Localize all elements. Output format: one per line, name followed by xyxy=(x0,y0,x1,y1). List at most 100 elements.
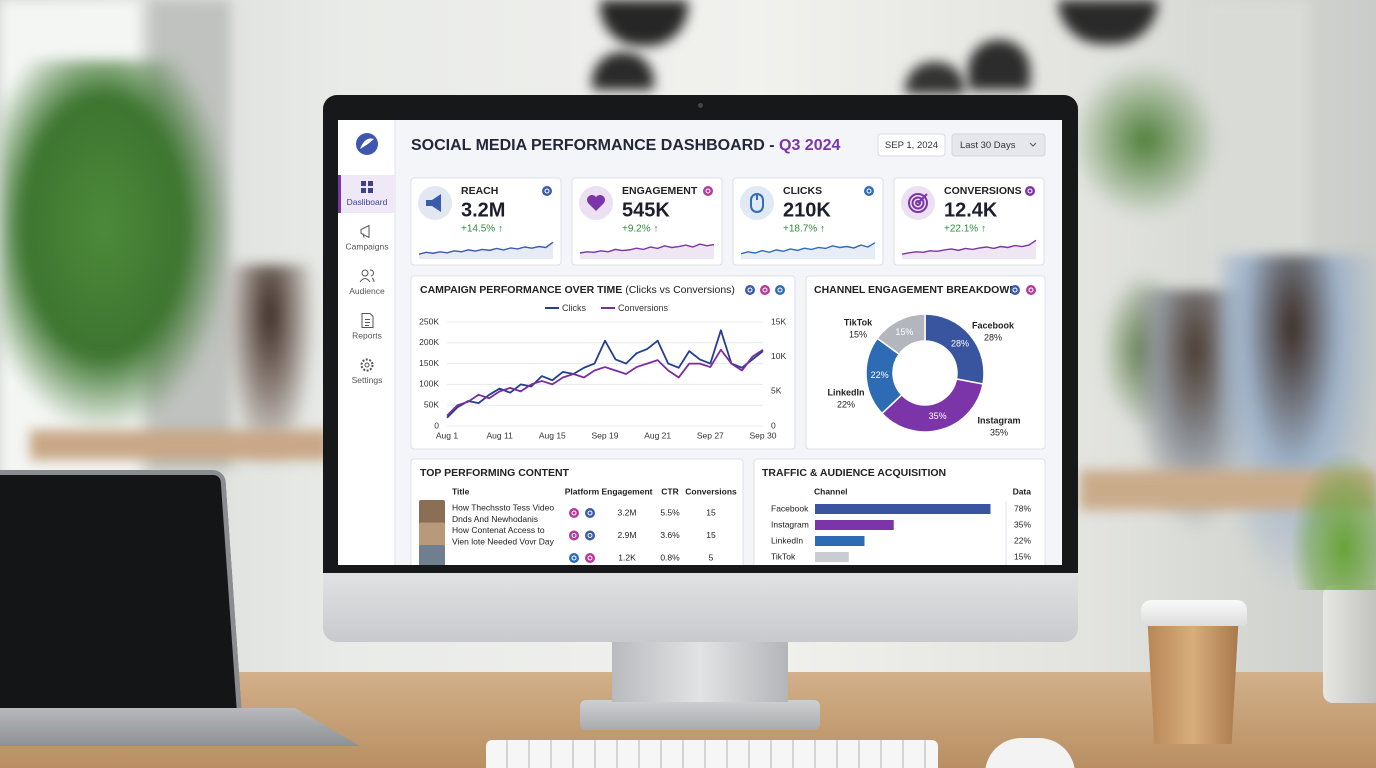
content-title[interactable]: Vien lote Needed Vovr Day xyxy=(452,536,555,546)
segment-label: 15% xyxy=(895,327,913,337)
kpi-label: CONVERSIONS xyxy=(944,185,1022,197)
nav-label[interactable]: Reports xyxy=(352,330,382,340)
legend-name: TikTok xyxy=(844,317,873,327)
nav: Dasliboard Campaigns Audience Reports Settin… xyxy=(338,175,395,385)
bar xyxy=(815,520,894,530)
icon-part xyxy=(361,269,369,277)
column-header: Conversions xyxy=(685,486,737,496)
platform-badge-mark xyxy=(587,533,593,538)
series-line xyxy=(446,329,764,419)
sparkline xyxy=(579,243,715,254)
nav-label[interactable]: Settings xyxy=(352,375,383,385)
panel-bg xyxy=(893,177,1045,266)
kpi-icon-bg xyxy=(740,186,774,220)
platform-badge-mark xyxy=(1012,287,1018,293)
pendant-lamp xyxy=(968,40,1030,90)
platform-badge xyxy=(1025,186,1035,196)
platform-badge xyxy=(864,186,874,196)
channel-label: Facebook xyxy=(771,503,809,513)
chart-title: CHANNEL ENGAGEMENT BREAKDOWN xyxy=(814,284,1017,296)
sparkline-area xyxy=(741,242,875,259)
laptop-screen xyxy=(0,470,243,728)
icon-part xyxy=(361,188,366,193)
sparkline-area xyxy=(902,240,1036,259)
cell: 1.2K xyxy=(618,552,636,562)
y2-tick-label: 0 xyxy=(771,420,776,430)
monitor-neck xyxy=(612,640,788,702)
x-tick-label: Aug 1 xyxy=(436,430,458,440)
cell: 5 xyxy=(709,552,714,562)
y-tick-label: 0 xyxy=(434,420,439,430)
cup-lid xyxy=(1141,600,1247,626)
platform-badge-mark xyxy=(571,555,577,561)
value-label: 78% xyxy=(1014,503,1031,513)
platform-badge-mark xyxy=(1028,287,1034,293)
logo-mark xyxy=(360,138,374,149)
nav-label[interactable]: Campaigns xyxy=(346,241,389,251)
content-title[interactable]: Dnds And Newhodanis xyxy=(452,514,538,524)
keyboard xyxy=(486,740,938,768)
kpi-value: 545K xyxy=(622,199,670,221)
sparkline xyxy=(418,241,554,255)
range[interactable]: Last 30 Days xyxy=(960,140,1016,151)
platform-badge-mark xyxy=(587,510,593,516)
channel-label: TikTok xyxy=(771,551,796,561)
chart-title-main: CAMPAIGN PERFORMANCE OVER TIME xyxy=(420,284,622,296)
title-main: SOCIAL MEDIA PERFORMANCE DASHBOARD - xyxy=(411,137,779,154)
range-select[interactable] xyxy=(951,133,1046,157)
content-title[interactable]: How Thechssto Tess Video xyxy=(452,502,554,512)
content-title[interactable]: How Contenat Access to xyxy=(452,525,545,535)
plant-pot xyxy=(1323,585,1376,703)
legend-name: Facebook xyxy=(972,320,1015,330)
monitor-chin xyxy=(323,565,1078,642)
panel-bg xyxy=(410,275,796,450)
cell: 5.5% xyxy=(660,507,680,517)
kpi-icon xyxy=(750,193,764,213)
legend-label: Clicks xyxy=(562,303,586,313)
camera xyxy=(698,103,703,108)
date[interactable]: SEP 1, 2024 xyxy=(885,140,938,151)
nav-active xyxy=(338,175,395,213)
segment-label: 35% xyxy=(929,411,947,421)
panel-bg xyxy=(410,177,562,266)
value-label: 15% xyxy=(1014,551,1031,561)
sparkline xyxy=(901,239,1037,255)
pendant-lamp xyxy=(592,52,654,90)
platform-badge-mark xyxy=(587,555,593,561)
thumbnail xyxy=(419,545,445,565)
icon-part xyxy=(908,193,928,213)
nav-label[interactable]: Audience xyxy=(349,286,385,296)
platform-badge xyxy=(760,285,770,295)
bar xyxy=(815,504,991,514)
platform-badge xyxy=(1026,285,1036,295)
kpi-label: REACH xyxy=(461,185,498,197)
platform-badge-mark xyxy=(705,188,711,194)
nav-active-bar xyxy=(338,175,341,213)
panel-title: TRAFFIC & AUDIENCE ACQUISITION xyxy=(762,467,946,479)
icon-part xyxy=(587,195,605,211)
legend-name: Instagram xyxy=(977,415,1020,425)
platform-badge-mark xyxy=(866,188,872,194)
y-tick-label: 150K xyxy=(419,358,439,368)
series-line xyxy=(446,348,764,417)
x-tick-label: Sep 30 xyxy=(750,430,777,440)
channel-label: LinkedIn xyxy=(771,535,803,545)
kpi-label: CLICKS xyxy=(783,185,822,197)
nav-label[interactable]: Dasliboard xyxy=(347,197,388,207)
donut-segment xyxy=(876,313,926,356)
thumbnail xyxy=(419,522,445,549)
platform-badge-mark xyxy=(1027,188,1033,194)
nav-icon xyxy=(361,313,374,328)
traffic-panel: TRAFFIC & AUDIENCE ACQUISITION Channel Dat… xyxy=(753,458,1046,565)
nav-icon xyxy=(361,181,373,193)
panel-bg xyxy=(732,177,884,266)
pendant-lamp xyxy=(1058,0,1158,44)
platform-badge-mark xyxy=(762,287,768,293)
icon-part xyxy=(360,224,370,239)
date-box[interactable] xyxy=(877,133,946,157)
platform-badge xyxy=(775,285,785,295)
icon-part xyxy=(917,193,928,204)
page-title: SOCIAL MEDIA PERFORMANCE DASHBOARD - Q3 … xyxy=(411,137,841,154)
sparkline xyxy=(740,242,876,255)
